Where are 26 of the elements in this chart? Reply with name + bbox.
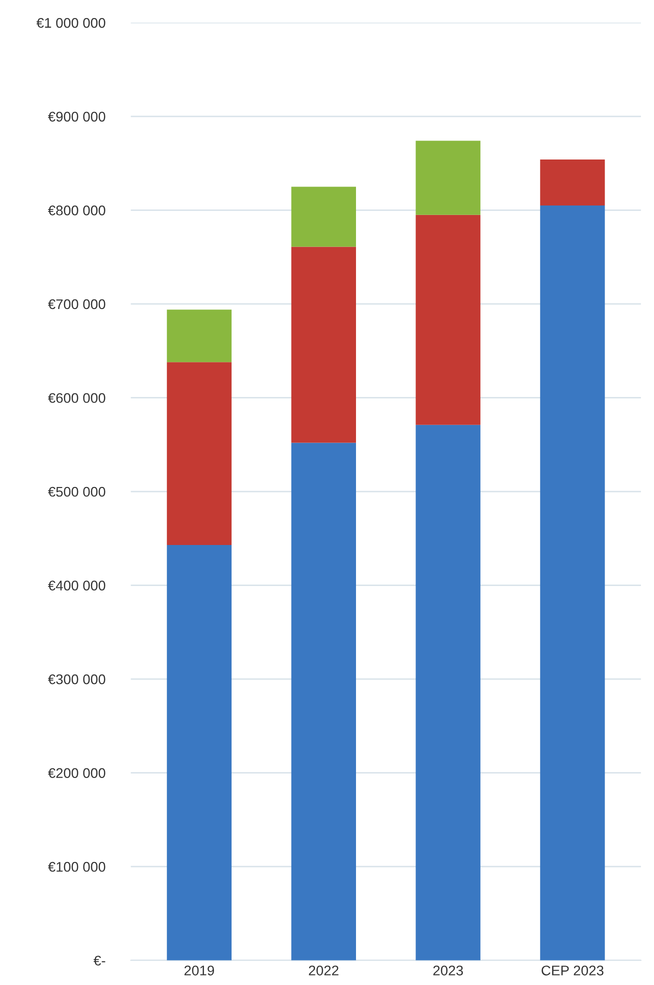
bar <box>416 424 480 960</box>
y-tick-label: €400 000 <box>48 580 106 590</box>
y-tick-label: €900 000 <box>48 112 106 122</box>
y-tick-label: €500 000 <box>48 486 106 497</box>
bar <box>416 214 480 425</box>
bar <box>540 206 605 960</box>
bar <box>291 186 356 247</box>
bar <box>166 310 232 362</box>
y-tick-label: €600 000 <box>48 393 106 403</box>
x-tick-label: 2019 <box>184 966 214 976</box>
x-tick-label: CEP 2023 <box>542 966 604 976</box>
y-tick-label: €300 000 <box>48 674 106 684</box>
y-tick-label: €700 000 <box>48 299 106 310</box>
bar <box>166 362 232 545</box>
bar <box>540 160 605 206</box>
y-tick-label: €200 000 <box>48 768 106 778</box>
bar <box>416 140 480 215</box>
x-tick-label: 2023 <box>433 966 463 976</box>
bar <box>166 544 232 960</box>
y-tick-label: €1 000 000 <box>36 18 106 28</box>
y-tick-label: €100 000 <box>48 862 106 872</box>
y-tick-label: €800 000 <box>48 206 106 216</box>
bar <box>291 246 356 443</box>
y-tick-label: €- <box>94 956 106 966</box>
bar <box>291 442 356 960</box>
x-tick-label: 2022 <box>308 966 338 976</box>
